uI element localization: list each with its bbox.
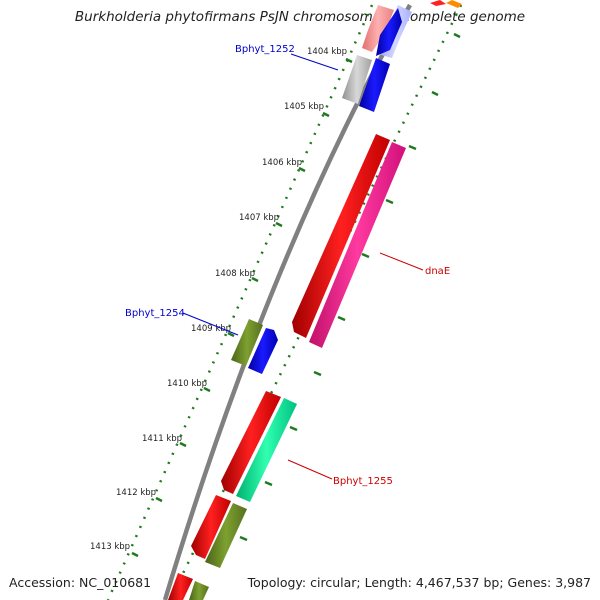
gene-feature[interactable]	[205, 503, 247, 568]
gene-feature[interactable]	[430, 0, 446, 6]
gene-feature[interactable]	[191, 495, 231, 559]
gene-feature[interactable]	[359, 58, 390, 112]
scale-label: 1412 kbp	[116, 488, 156, 498]
scale-label: 1411 kbp	[142, 434, 182, 444]
outer-ruler-ticks	[239, 32, 461, 542]
gene-dnae[interactable]	[292, 134, 390, 338]
accession-label: Accession: NC_010681	[9, 575, 152, 590]
leader-line	[379, 252, 424, 271]
scale-label: 1407 kbp	[239, 213, 279, 223]
gene-label-bphyt-1255[interactable]: Bphyt_1255	[333, 476, 393, 487]
gene-features	[168, 0, 462, 600]
leader-line	[287, 459, 333, 480]
gene-feature[interactable]	[362, 5, 394, 52]
gene-feature[interactable]	[446, 0, 462, 8]
scale-label: 1406 kbp	[262, 158, 302, 168]
gene-feature[interactable]	[168, 573, 193, 600]
gene-feature[interactable]	[309, 142, 406, 348]
gene-label-bphyt-1254[interactable]: Bphyt_1254	[125, 308, 185, 319]
gene-bphyt-1255[interactable]	[236, 398, 297, 502]
map-title: Burkholderia phytofirmans PsJN chromosom…	[74, 9, 526, 25]
scale-label: 1408 kbp	[215, 269, 255, 279]
gene-bphyt-1254[interactable]	[231, 319, 263, 366]
scale-label: 1413 kbp	[90, 542, 130, 552]
scale-label: 1409 kbp	[191, 324, 231, 334]
topology-label: Topology: circular; Length: 4,467,537 bp…	[247, 575, 591, 590]
gene-label-dnae[interactable]: dnaE	[425, 266, 450, 277]
gene-feature[interactable]	[248, 328, 278, 374]
scale-label: 1405 kbp	[284, 102, 324, 112]
gene-label-bphyt-1252[interactable]: Bphyt_1252	[235, 44, 295, 55]
gene-feature[interactable]	[376, 8, 402, 56]
scale-label: 1410 kbp	[167, 379, 207, 389]
gene-feature[interactable]	[189, 581, 209, 600]
gene-bphyt-1252[interactable]	[342, 55, 372, 104]
scale-labels: 1404 kbp 1405 kbp 1406 kbp 1407 kbp 1408…	[90, 47, 347, 552]
leader-line	[182, 312, 239, 336]
leader-line	[290, 53, 339, 71]
inner-ruler-ticks	[131, 57, 353, 558]
scale-label: 1404 kbp	[307, 47, 347, 57]
gene-feature[interactable]	[221, 391, 281, 494]
